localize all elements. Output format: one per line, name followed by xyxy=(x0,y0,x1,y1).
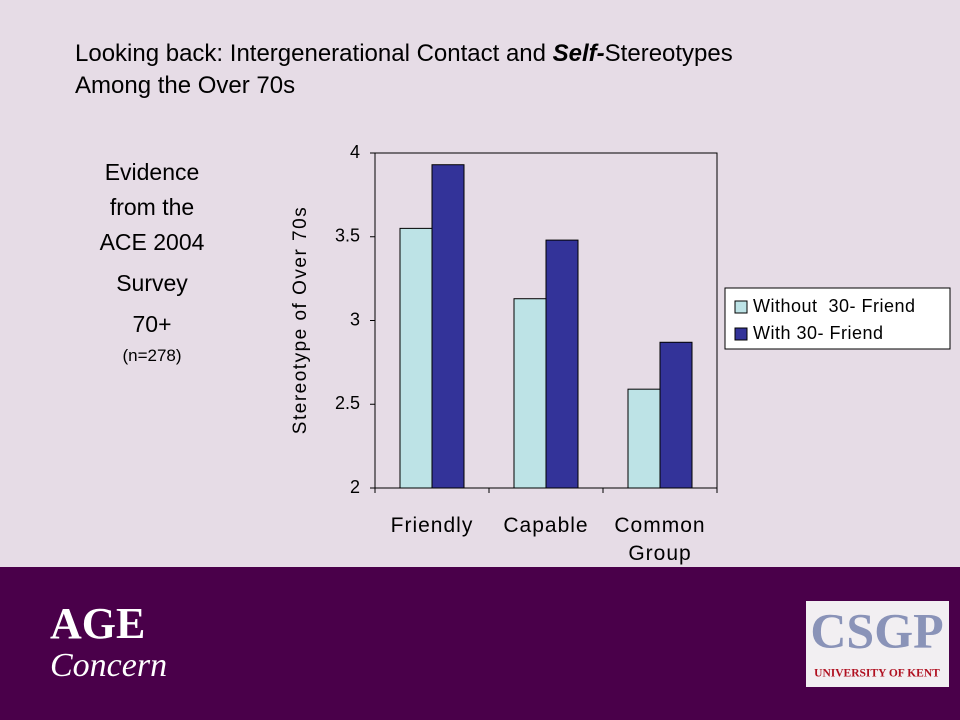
legend-box xyxy=(724,287,951,350)
bar xyxy=(431,164,465,489)
title-part: Stereotypes xyxy=(604,40,733,67)
bar xyxy=(399,227,433,489)
legend-swatch xyxy=(734,327,748,341)
legend-label: With 30- Friend xyxy=(753,323,884,343)
bar xyxy=(627,388,661,489)
sample-text: (n=278) xyxy=(122,346,182,365)
concern-logo: Concern xyxy=(50,647,167,684)
y-tick-label: 2.5 xyxy=(335,393,360,413)
slide-title: Looking back: Intergenerational Contact … xyxy=(75,38,733,102)
csgp-logo: CSGP xyxy=(810,602,943,658)
y-axis-label: Stereotype of Over 70s xyxy=(290,206,311,434)
age-logo: AGE xyxy=(50,599,145,648)
title-part: Among the Over 70s xyxy=(75,72,296,99)
evidence-text: Evidence from the ACE 2004 xyxy=(99,159,205,255)
x-tick-label: Capable xyxy=(503,514,589,537)
y-tick-label: 3.5 xyxy=(335,226,360,246)
x-tick-label: Friendly xyxy=(390,514,474,537)
y-tick-label: 4 xyxy=(350,142,360,162)
legend-swatch xyxy=(734,300,748,314)
title-emphasis: Self- xyxy=(552,40,605,67)
legend-label: Without 30- Friend xyxy=(753,296,916,316)
age-text: 70+ xyxy=(132,311,172,337)
csgp-logo-box xyxy=(806,601,949,687)
footer-band xyxy=(0,567,960,720)
bar xyxy=(545,239,579,489)
title-part: Looking back: Intergenerational Contact … xyxy=(75,40,553,67)
university-logo: UNIVERSITY OF KENT xyxy=(814,668,940,680)
survey-text: Survey xyxy=(116,270,188,296)
y-tick-label: 3 xyxy=(350,309,360,329)
x-tick-label: Common Group xyxy=(614,514,706,565)
bar xyxy=(513,298,547,489)
y-tick-label: 2 xyxy=(350,477,360,497)
bar xyxy=(659,341,693,489)
side-text: Evidence from the ACE 2004 Survey 70+ (n… xyxy=(87,155,217,368)
